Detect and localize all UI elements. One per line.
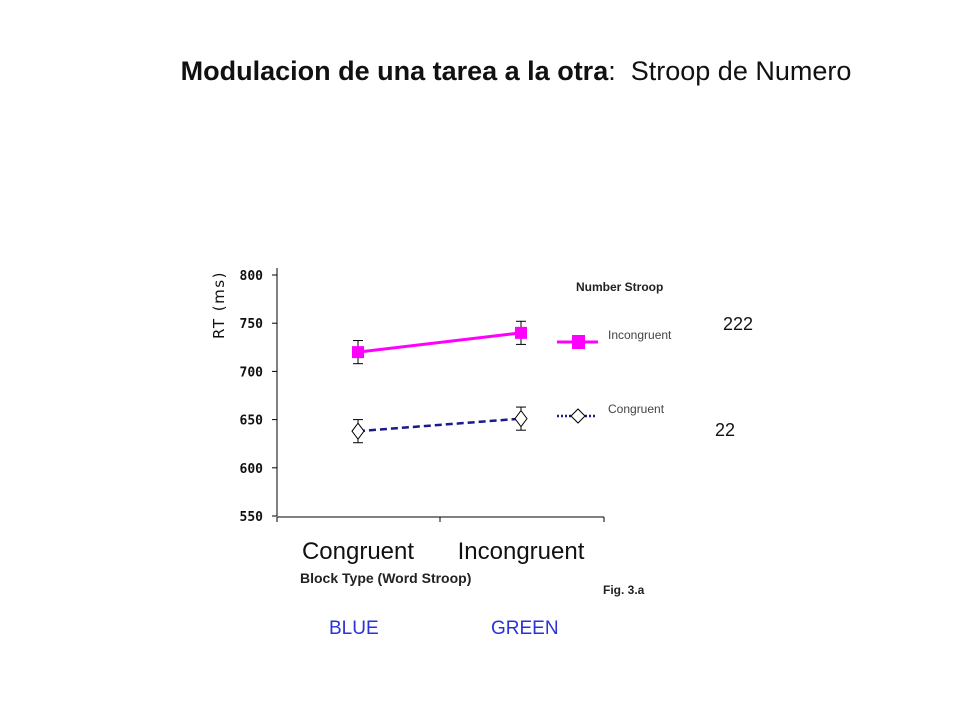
title-colon: : [608, 56, 616, 86]
x-tick-label-incongruent: Incongruent [458, 538, 585, 565]
legend-swatch-marker-incongruent [572, 335, 585, 349]
legend-title: Number Stroop [576, 280, 664, 294]
slide-title: Modulacion de una tarea a la otra: Stroo… [0, 56, 960, 87]
legend-label-congruent: Congruent [608, 402, 665, 416]
y-tick-label-600: 600 [240, 462, 264, 477]
y-tick-label-750: 750 [240, 317, 264, 332]
x-axis-title: Block Type (Word Stroop) [300, 570, 472, 586]
note-bottom: 22 [715, 420, 736, 440]
y-tick-label-700: 700 [240, 365, 264, 380]
title-bold-part: Modulacion de una tarea a la otra [180, 56, 609, 86]
y-tick-label-550: 550 [240, 510, 264, 525]
color-word-green: GREEN [491, 618, 559, 639]
note-top: 222 [723, 314, 754, 334]
point-incongruent-1 [515, 326, 527, 339]
y-tick-label-800: 800 [240, 269, 264, 284]
legend-label-incongruent: Incongruent [608, 328, 672, 342]
y-axis-title: RT (ms) [210, 271, 228, 339]
point-congruent-1 [514, 409, 528, 428]
figure-label: Fig. 3.a [603, 583, 645, 597]
legend-swatch-marker-congruent [570, 408, 586, 424]
color-word-blue: BLUE [329, 618, 379, 639]
point-congruent-0 [351, 422, 365, 441]
point-incongruent-0 [352, 346, 364, 359]
x-tick-label-congruent: Congruent [302, 538, 414, 565]
series-line-congruent [357, 417, 522, 433]
y-tick-label-650: 650 [240, 414, 264, 429]
series-line-incongruent [357, 331, 522, 354]
title-regular-part: Stroop de Numero [630, 56, 852, 86]
